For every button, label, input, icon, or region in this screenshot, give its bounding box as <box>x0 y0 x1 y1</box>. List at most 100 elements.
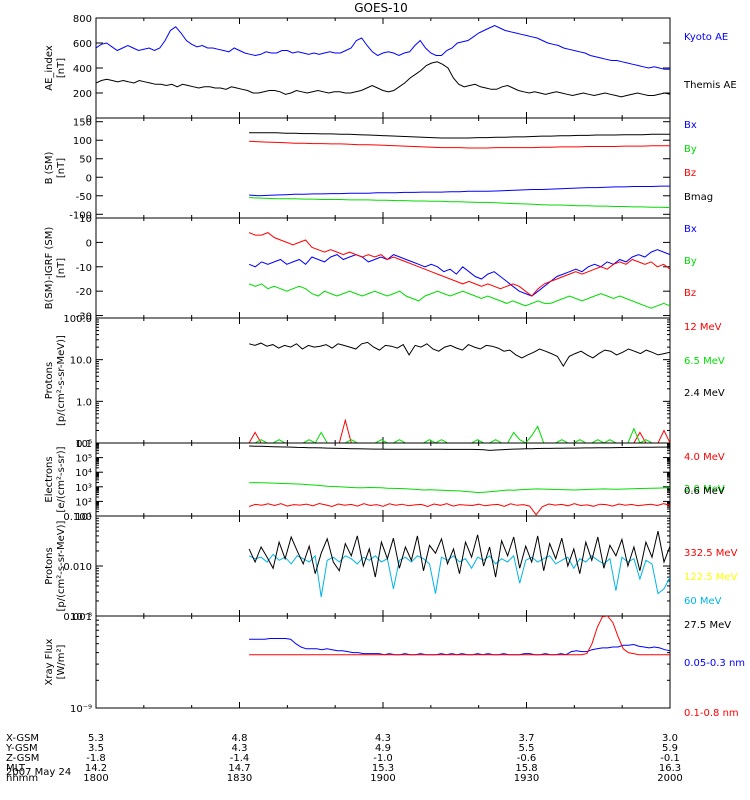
legend-bx: Bx <box>684 224 697 235</box>
y-tick-label: 10.0 <box>70 356 92 367</box>
series-line-2-0-mev <box>249 482 670 494</box>
series-group <box>248 445 670 516</box>
time-axis-value: 14.2 <box>85 763 107 774</box>
chart-title: GOES-10 <box>354 1 408 15</box>
y-axis-label: AE_index <box>44 45 55 91</box>
legend-0-6-mev: 0.6 MeV <box>684 486 725 497</box>
series-line-kyoto-ae <box>96 24 670 70</box>
series-group <box>248 232 670 309</box>
time-axis-value: -1.4 <box>230 753 250 764</box>
y-tick-label: 100.0 <box>63 314 92 325</box>
series-line-0-05-0-3-nm <box>249 638 670 656</box>
y-tick-label: 600 <box>73 39 92 50</box>
y-tick-label: -20 <box>76 287 92 298</box>
panel-xray: 10⁻⁹ 10⁻⁸ Xray Flux [W/m²] 0.05-0.3 nm 0.1-0.… <box>44 612 745 719</box>
y-axis-label: Protons <box>44 547 55 584</box>
time-axis-value: 1830 <box>227 773 252 784</box>
y-axis-label: [nT] <box>56 158 67 178</box>
series-line-0-1-0-8-nm <box>249 616 670 656</box>
y-tick-label: 0 <box>86 114 92 125</box>
series-line-2-4-mev <box>248 341 670 368</box>
y-tick-label: 50 <box>79 155 92 166</box>
time-axis-value: 4.3 <box>232 743 248 754</box>
y-axis-label: Xray Flux <box>44 638 55 685</box>
time-axis-value: 3.5 <box>88 743 104 754</box>
y-tick-label: -50 <box>76 192 92 203</box>
series-line-27-5-mev <box>248 530 670 578</box>
y-tick-label: 10⁵ <box>75 454 92 465</box>
legend-bz: Bz <box>684 168 696 179</box>
y-axis-label: [nT] <box>56 258 67 278</box>
y-tick-label: -10 <box>76 263 92 274</box>
time-axis-value: -1.0 <box>373 753 393 764</box>
time-axis-value: -0.1 <box>660 753 680 764</box>
legend-332-5-mev: 332.5 MeV <box>684 548 738 559</box>
series-group <box>96 24 670 98</box>
time-axis-value: 14.7 <box>228 763 250 774</box>
legend-0-1-0-8-nm: 0.1-0.8 nm <box>684 708 739 719</box>
series-line-by <box>249 197 670 209</box>
time-axis-value: 1900 <box>370 773 395 784</box>
row-label-y-gsm: Y-GSM <box>5 743 38 754</box>
time-axis-value: 5.9 <box>662 743 678 754</box>
y-tick-label: 800 <box>73 14 92 25</box>
legend-4-0-mev: 4.0 MeV <box>684 452 725 463</box>
y-axis-label: Electrons <box>44 456 55 502</box>
series-line-60-mev <box>248 553 670 598</box>
legend-bz: Bz <box>684 288 696 299</box>
y-tick-label: 10¹ <box>75 512 92 523</box>
row-label-hhmm: hhmm <box>6 773 38 784</box>
panel-ae: 0 200 400 600 800 AE_index [nT] Kyoto AE Themis … <box>44 14 737 125</box>
y-tick-label: 0.1 <box>76 439 92 450</box>
y-tick-label: 0.100 <box>63 512 92 523</box>
series-group <box>249 132 670 209</box>
y-tick-label: 0.010 <box>63 562 92 573</box>
time-axis-value: 2000 <box>657 773 682 784</box>
y-tick-label: 100 <box>73 136 92 147</box>
y-tick-label: 10⁻⁸ <box>70 612 92 623</box>
legend-2-0-mev: 2.0 MeV <box>684 484 725 495</box>
y-axis-label: [e/(cm²-s-sr)] <box>56 446 67 512</box>
panel-frame <box>95 515 671 617</box>
series-line-bz <box>249 140 670 149</box>
time-axis-value: -1.8 <box>86 753 106 764</box>
legend-6-5-mev: 6.5 MeV <box>684 356 725 367</box>
y-axis-label: [nT] <box>56 58 67 78</box>
panel-bdiff: -30 -20 -10 0 10 B(SM)-IGRF (SM) [nT] Bx By Bz <box>44 214 697 323</box>
series-line-bx <box>249 185 670 197</box>
panel-protons_low: 0.1 1.0 10.0 100.0 Protons [p/(cm²-s-sr-MeV)]… <box>44 314 725 450</box>
time-axis-value: 15.3 <box>372 763 394 774</box>
panel-frame <box>95 217 671 319</box>
y-axis-label: B (SM) <box>44 151 55 184</box>
time-axis-value: 5.3 <box>88 733 104 744</box>
time-axis-value: 16.3 <box>659 763 681 774</box>
legend-kyoto-ae: Kyoto AE <box>684 32 728 43</box>
y-tick-label: 10² <box>75 497 92 508</box>
row-label-x-gsm: X-GSM <box>6 733 39 744</box>
panel-frame <box>95 615 671 709</box>
series-line-12-mev <box>248 418 670 443</box>
series-line-4-0-mev <box>248 502 670 516</box>
y-axis-label: Protons <box>44 362 55 399</box>
legend-12-mev: 12 MeV <box>684 322 722 333</box>
date-label: 2007 May 24 <box>6 767 71 778</box>
y-tick-label: 10 <box>79 214 92 225</box>
series-line-bmag <box>249 132 670 139</box>
y-tick-label: 10⁴ <box>75 468 92 479</box>
series-line-0-6-mev <box>249 445 670 451</box>
panel-electrons: 10¹ 10² 10³ 10⁴ 10⁵ 10⁶ Electrons [e/(cm²-s-sr)… <box>44 439 725 523</box>
panel-frame <box>95 17 671 119</box>
y-tick-label: 150 <box>73 118 92 129</box>
legend-0-05-0-3-nm: 0.05-0.3 nm <box>684 658 745 669</box>
y-tick-label: -100 <box>69 210 92 221</box>
legend-2-4-mev: 2.4 MeV <box>684 388 725 399</box>
legend-60-mev: 60 MeV <box>684 596 722 607</box>
legend-bmag: Bmag <box>684 192 713 203</box>
time-axis-value: 4.8 <box>232 733 248 744</box>
time-axis-value: 1930 <box>514 773 539 784</box>
y-tick-label: 1.0 <box>76 397 92 408</box>
time-axis-value: -0.6 <box>517 753 537 764</box>
y-tick-label: 10³ <box>75 483 92 494</box>
panel-protons_high: 0.001 0.010 0.100 Protons [p/(cm²-s-sr-MeV)]… <box>44 512 738 631</box>
y-axis-label: [p/(cm²-s-sr-MeV)] <box>56 335 67 426</box>
